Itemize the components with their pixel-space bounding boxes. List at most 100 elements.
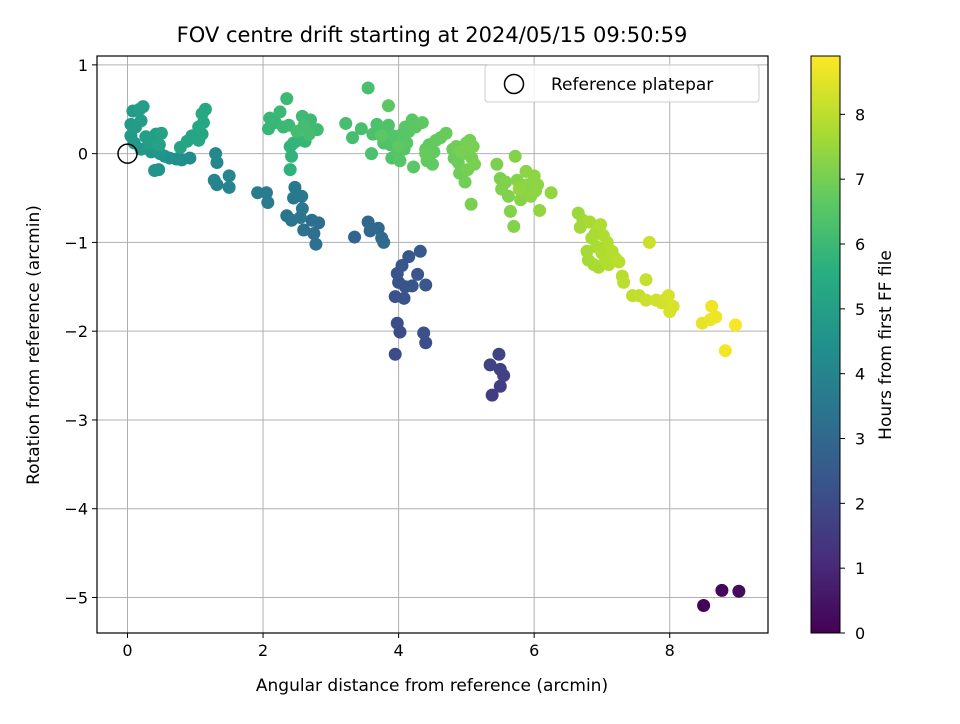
colorbar-tick-label: 5: [855, 300, 865, 319]
data-point: [305, 213, 319, 227]
data-point: [354, 122, 368, 136]
y-axis-label: Rotation from reference (arcmin): [24, 205, 44, 485]
colorbar-tick-label: 6: [855, 235, 865, 254]
data-point: [392, 140, 406, 154]
data-point: [411, 267, 425, 281]
data-point: [348, 230, 362, 244]
data-point: [639, 273, 653, 287]
colorbar-tick-label: 4: [855, 365, 865, 384]
data-point: [492, 347, 506, 361]
data-point: [375, 129, 389, 143]
data-point: [612, 255, 626, 269]
data-point: [133, 102, 147, 116]
data-point: [381, 99, 395, 113]
data-point: [415, 116, 429, 130]
data-point: [426, 157, 439, 171]
colorbar-tick-label: 0: [855, 624, 865, 643]
x-tick-label: 2: [258, 641, 268, 660]
data-point: [297, 223, 311, 237]
data-point: [402, 250, 416, 264]
data-point: [499, 175, 513, 189]
data-point: [222, 169, 236, 183]
data-point: [283, 163, 297, 177]
data-point: [639, 293, 653, 307]
legend-entry-reference: Reference platepar: [551, 75, 713, 95]
data-point: [413, 244, 427, 258]
y-tick-label: −2: [64, 322, 88, 341]
data-point: [395, 258, 409, 272]
reference-platepar-marker: [117, 143, 138, 164]
data-point: [371, 221, 385, 235]
data-point: [715, 583, 729, 597]
colorbar-tick-label: 1: [855, 559, 865, 578]
data-point: [134, 114, 148, 128]
data-point: [280, 92, 294, 106]
data-point: [661, 289, 675, 303]
data-point: [405, 279, 419, 293]
data-point: [533, 203, 547, 217]
data-point: [152, 163, 166, 177]
y-tick-label: −1: [64, 233, 88, 252]
data-point: [583, 215, 597, 229]
data-point: [458, 175, 472, 189]
data-point: [407, 160, 421, 174]
legend: Reference platepar: [484, 64, 760, 103]
data-point: [642, 235, 656, 249]
data-point: [295, 202, 309, 216]
y-axis-ticks: 1 0 −1 −2 −3 −4 −5: [64, 56, 97, 607]
data-point: [390, 316, 404, 330]
data-point: [397, 291, 411, 305]
data-point: [222, 180, 236, 194]
data-point: [290, 124, 304, 138]
y-tick-label: −5: [64, 588, 88, 607]
data-point: [365, 147, 378, 161]
data-point: [512, 182, 526, 196]
data-point: [273, 105, 287, 119]
data-point: [419, 336, 433, 350]
data-point: [508, 149, 522, 163]
colorbar-tick-label: 3: [855, 430, 865, 449]
data-point: [493, 379, 507, 393]
data-point: [209, 147, 223, 161]
x-tick-label: 0: [122, 641, 132, 660]
data-point: [732, 584, 746, 598]
x-tick-label: 8: [665, 641, 675, 660]
y-tick-label: 0: [78, 145, 88, 164]
data-point: [207, 173, 221, 187]
data-point: [361, 81, 375, 95]
data-point: [309, 237, 323, 251]
colorbar-ticks: 0 1 2 3 4 5 6 7 8: [840, 105, 865, 643]
x-axis-label: Angular distance from reference (arcmin): [256, 676, 608, 696]
data-point: [346, 131, 360, 145]
data-point: [417, 326, 431, 340]
data-point: [259, 186, 273, 200]
data-point: [295, 189, 309, 203]
data-points: [124, 81, 746, 612]
data-point: [544, 186, 558, 200]
data-point: [594, 218, 608, 232]
data-point: [493, 362, 507, 376]
data-point: [454, 144, 468, 158]
data-point: [154, 126, 168, 140]
data-point: [507, 219, 521, 233]
x-axis-ticks: 0 2 4 6 8: [122, 633, 675, 660]
data-point: [666, 299, 680, 313]
data-point: [307, 227, 321, 241]
colorbar-tick-label: 7: [855, 170, 865, 189]
data-point: [198, 102, 212, 116]
data-point: [419, 147, 433, 161]
data-point: [388, 347, 402, 361]
data-point: [531, 178, 545, 192]
colorbar-tick-label: 8: [855, 105, 865, 124]
data-point: [617, 275, 631, 289]
data-point: [728, 318, 742, 332]
data-point: [381, 118, 395, 132]
plot-frame: [96, 55, 769, 634]
chart-title: FOV centre drift starting at 2024/05/15 …: [177, 23, 688, 47]
data-point: [288, 180, 302, 194]
data-point: [490, 157, 504, 171]
data-point: [705, 299, 719, 313]
data-point: [419, 278, 433, 292]
